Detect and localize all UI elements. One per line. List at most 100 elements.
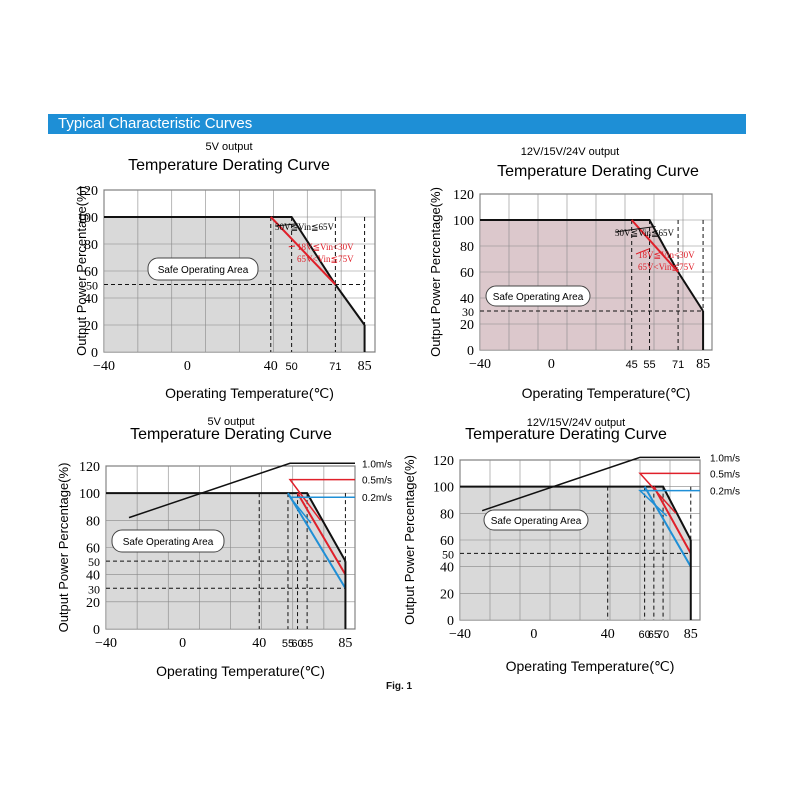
x-tick-label: 70: [657, 629, 669, 641]
chart-1: 5V output Temperature Derating Curve 120 10…: [74, 141, 376, 401]
y-tick-label: 40: [84, 292, 98, 307]
x-tick-label: 85: [684, 627, 698, 642]
series-line-black: [480, 219, 704, 312]
series-line-black: [460, 485, 692, 541]
chart-title: Temperature Derating Curve: [128, 157, 330, 174]
x-tick-label: 65: [648, 629, 660, 641]
legend-vin-red-1: 18V≦Vin<30V: [638, 250, 695, 260]
legend-10ms: 1.0m/s: [362, 459, 392, 470]
legend-leader-red: [638, 472, 700, 514]
y-axis-label: Output Power Percentage(%): [56, 463, 71, 633]
x-tick-label: 85: [696, 357, 710, 372]
y-tick-label: 0: [93, 623, 100, 638]
x-tick-label: 0: [548, 357, 555, 372]
legend-05ms: 0.5m/s: [362, 476, 392, 487]
soa-label: Safe Operating Area: [491, 516, 582, 527]
series-line-blue: [287, 492, 347, 589]
output-label: 5V output: [205, 141, 252, 153]
x-tick-label: −40: [95, 636, 117, 651]
safe-operating-area-fill: [104, 217, 365, 352]
series-line-blue: [643, 486, 692, 568]
y-tick-label: 80: [460, 240, 474, 255]
series-line-black: [104, 216, 366, 326]
chart-2: 12V/15V/24V output Temperature Derating C…: [428, 146, 713, 401]
chart-title: Temperature Derating Curve: [497, 163, 699, 180]
y-tick-label: 30: [88, 582, 100, 596]
output-label: 12V/15V/24V output: [527, 417, 625, 429]
x-tick-label: 0: [530, 627, 537, 642]
x-axis-label: Operating Temperature(℃): [506, 658, 675, 674]
series-line-red: [652, 486, 692, 554]
y-tick-label: 60: [86, 542, 100, 557]
x-tick-label: −40: [93, 359, 115, 374]
y-tick-label: 20: [84, 319, 98, 334]
chart-title: Temperature Derating Curve: [465, 426, 667, 443]
soa-label-box: [111, 529, 225, 553]
y-tick-label: 60: [84, 265, 98, 280]
output-label: 12V/15V/24V output: [521, 146, 619, 158]
legend-02ms: 0.2m/s: [362, 493, 392, 504]
y-tick-label: 120: [77, 184, 98, 199]
legend-vin-red-1: 18V≦Vin<30V: [297, 242, 354, 252]
y-axis-label: Output Power Percentage(%): [74, 186, 89, 356]
y-tick-label: 60: [460, 266, 474, 281]
soa-label-box: [483, 509, 589, 531]
y-tick-label: 30: [462, 305, 474, 319]
x-tick-label: 60: [638, 629, 650, 641]
x-tick-label: 60: [291, 638, 303, 650]
x-tick-label: 0: [179, 636, 186, 651]
legend-leader: [274, 223, 298, 227]
output-label: 5V output: [207, 416, 254, 428]
x-tick-label: 85: [358, 359, 372, 374]
y-tick-label: 0: [91, 346, 98, 361]
x-tick-label: 85: [338, 636, 352, 651]
x-tick-label: −40: [449, 627, 471, 642]
x-tick-label: 50: [285, 361, 297, 373]
y-tick-label: 100: [77, 211, 98, 226]
legend-leader-red: [288, 478, 355, 521]
legend-05ms: 0.5m/s: [710, 469, 740, 480]
legend-leader: [614, 226, 656, 233]
y-tick-label: 100: [79, 487, 100, 502]
legend-leader-black: [481, 456, 700, 512]
y-tick-label: 100: [433, 481, 454, 496]
legend-leader-red: [288, 245, 296, 248]
y-tick-label: 40: [460, 292, 474, 307]
legend-leader-blue: [638, 489, 700, 517]
y-tick-label: 50: [86, 279, 98, 293]
y-tick-label: 80: [84, 238, 98, 253]
legend-02ms: 0.2m/s: [710, 487, 740, 498]
y-tick-label: 50: [442, 547, 454, 561]
x-tick-label: 40: [601, 627, 615, 642]
soa-label-box: [485, 285, 591, 307]
legend-10ms: 1.0m/s: [710, 453, 740, 464]
y-axis-label: Output Power Percentage(%): [428, 187, 443, 357]
legend-vin-black: 30V≦Vin≦65V: [615, 228, 675, 238]
figure-label: Fig. 1: [386, 681, 413, 692]
x-tick-label: 65: [301, 638, 313, 650]
x-tick-label: 71: [672, 359, 684, 371]
y-tick-label: 40: [86, 569, 100, 584]
x-axis-label: Operating Temperature(℃): [165, 385, 334, 401]
legend-leader-red: [635, 248, 650, 255]
y-tick-label: 120: [79, 460, 100, 475]
series-line-black: [106, 492, 347, 562]
y-tick-label: 20: [460, 318, 474, 333]
legend-vin-black: 30V≦Vin≦65V: [275, 222, 335, 232]
y-tick-label: 20: [86, 596, 100, 611]
y-tick-label: 100: [453, 214, 474, 229]
soa-label: Safe Operating Area: [158, 265, 249, 276]
x-tick-label: 71: [329, 361, 341, 373]
x-axis-label: Operating Temperature(℃): [156, 663, 325, 679]
y-tick-label: 20: [440, 587, 454, 602]
y-tick-label: 0: [467, 344, 474, 359]
x-tick-label: 40: [264, 359, 278, 374]
x-tick-label: −40: [469, 357, 491, 372]
soa-label: Safe Operating Area: [493, 292, 584, 303]
legend-vin-red-2: 65V<Vin≦75V: [638, 262, 695, 272]
x-axis-label: Operating Temperature(℃): [522, 385, 691, 401]
chart-title: Temperature Derating Curve: [130, 426, 332, 443]
